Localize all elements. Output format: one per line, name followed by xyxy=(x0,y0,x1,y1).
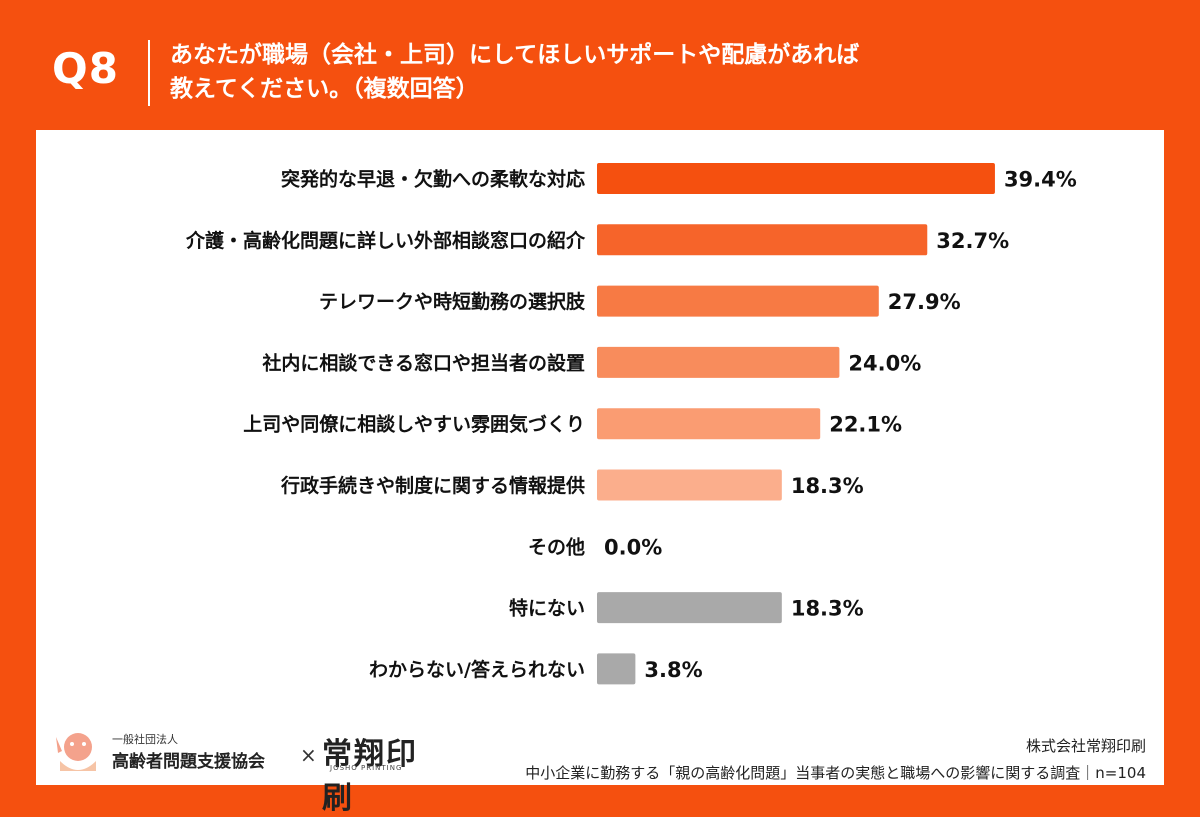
header-divider xyxy=(148,40,150,106)
company-name: 株式会社常翔印刷 xyxy=(1025,737,1146,755)
bar-chart: 突発的な早退・欠勤への柔軟な対応 39.4% 介護・高齢化問題に詳しい外部相談窓口の… xyxy=(185,163,1077,685)
category-label: 上司や同僚に相談しやすい雰囲気づくり xyxy=(243,413,585,436)
question-title: あなたが職場（会社・上司）にしてほしいサポートや配慮があれば 教えてください。（… xyxy=(170,38,859,106)
bar xyxy=(597,285,879,317)
value-label: 22.1% xyxy=(829,413,902,437)
value-label: 18.3% xyxy=(791,474,864,498)
org-small-label: 一般社団法人 xyxy=(112,733,178,746)
category-label: わからない/答えられない xyxy=(369,658,585,681)
question-title-line2: 教えてください。（複数回答） xyxy=(170,76,479,102)
category-label: テレワークや時短勤務の選択肢 xyxy=(319,290,586,313)
survey-info: 中小企業に勤務する「親の高齢化問題」当事者の実態と職場への影響に関する調査｜n=… xyxy=(525,764,1146,782)
bar xyxy=(597,224,928,256)
value-label: 39.4% xyxy=(1004,168,1077,192)
category-label: 社内に相談できる窓口や担当者の設置 xyxy=(261,351,585,374)
bar xyxy=(597,408,821,440)
category-label: 介護・高齢化問題に詳しい外部相談窓口の紹介 xyxy=(185,229,586,252)
footer-logos: 一般社団法人 高齢者問題支援協会 × 常翔印刷 JOSHO PRINTING xyxy=(54,727,434,816)
category-label: その他 xyxy=(528,535,585,558)
association-logo-icon xyxy=(56,733,96,771)
collab-cross: × xyxy=(300,743,317,767)
question-title-line1: あなたが職場（会社・上司）にしてほしいサポートや配慮があれば xyxy=(170,42,860,68)
footer-source: 株式会社常翔印刷 中小企業に勤務する「親の高齢化問題」当事者の実態と職場への影響… xyxy=(525,735,1146,783)
value-label: 24.0% xyxy=(848,351,921,375)
question-number: Q8 xyxy=(52,44,119,93)
value-label: 3.8% xyxy=(644,658,702,682)
chart-panel: 突発的な早退・欠勤への柔軟な対応 39.4% 介護・高齢化問題に詳しい外部相談窓口の… xyxy=(36,130,1164,816)
value-label: 0.0% xyxy=(604,535,662,559)
category-label: 特にない xyxy=(509,598,585,620)
printer-logo: 常翔印刷 xyxy=(322,737,418,816)
category-label: 突発的な早退・欠勤への柔軟な対応 xyxy=(281,168,585,191)
header: Q8 あなたが職場（会社・上司）にしてほしいサポートや配慮があれば 教えてくださ… xyxy=(0,0,1200,130)
value-label: 27.9% xyxy=(888,290,961,314)
category-label: 行政手続きや制度に関する情報提供 xyxy=(280,474,585,497)
bar xyxy=(597,592,782,624)
bar xyxy=(597,163,995,194)
value-label: 18.3% xyxy=(791,597,864,621)
printer-logo-sub: JOSHO PRINTING xyxy=(330,764,403,772)
bar xyxy=(597,653,636,685)
bar xyxy=(597,469,782,501)
bar xyxy=(597,346,840,378)
org-name: 高齢者問題支援協会 xyxy=(112,752,265,772)
value-label: 32.7% xyxy=(936,229,1009,253)
